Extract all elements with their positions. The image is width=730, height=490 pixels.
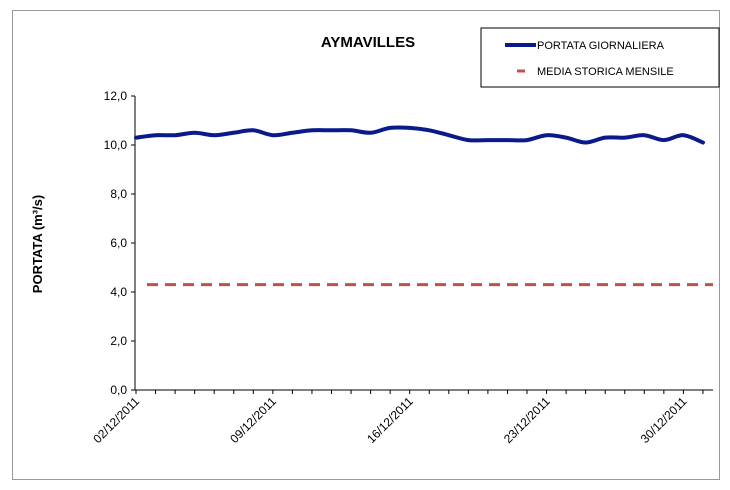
y-tick-label: 2,0 — [110, 334, 127, 348]
axes — [131, 95, 713, 394]
y-tick-label: 12,0 — [104, 89, 128, 103]
x-tick-label: 16/12/2011 — [364, 394, 416, 446]
x-tick-label: 02/12/2011 — [90, 394, 142, 446]
chart-title: AYMAVILLES — [321, 34, 415, 51]
y-tick-label: 8,0 — [110, 187, 127, 201]
x-tick-label: 09/12/2011 — [227, 394, 279, 446]
legend-label-portata-giornaliera: PORTATA GIORNALIERA — [537, 40, 665, 52]
y-axis-label: PORTATA (m³/s) — [30, 195, 45, 293]
series-line-portata-giornaliera — [134, 125, 705, 145]
y-tick-label: 4,0 — [110, 285, 127, 299]
x-tick-label: 30/12/2011 — [638, 394, 690, 446]
y-tick-label: 10,0 — [104, 138, 128, 152]
y-tick-label: 6,0 — [110, 236, 127, 250]
legend-box — [480, 27, 720, 88]
legend: PORTATA GIORNALIERA MEDIA STORICA MENSIL… — [480, 27, 720, 88]
series-layer — [134, 125, 713, 287]
x-tick-label: 23/12/2011 — [501, 394, 553, 446]
y-tick-label: 0,0 — [110, 383, 127, 397]
chart-frame — [12, 10, 720, 480]
legend-label-media-storica-mensile: MEDIA STORICA MENSILE — [537, 66, 674, 78]
